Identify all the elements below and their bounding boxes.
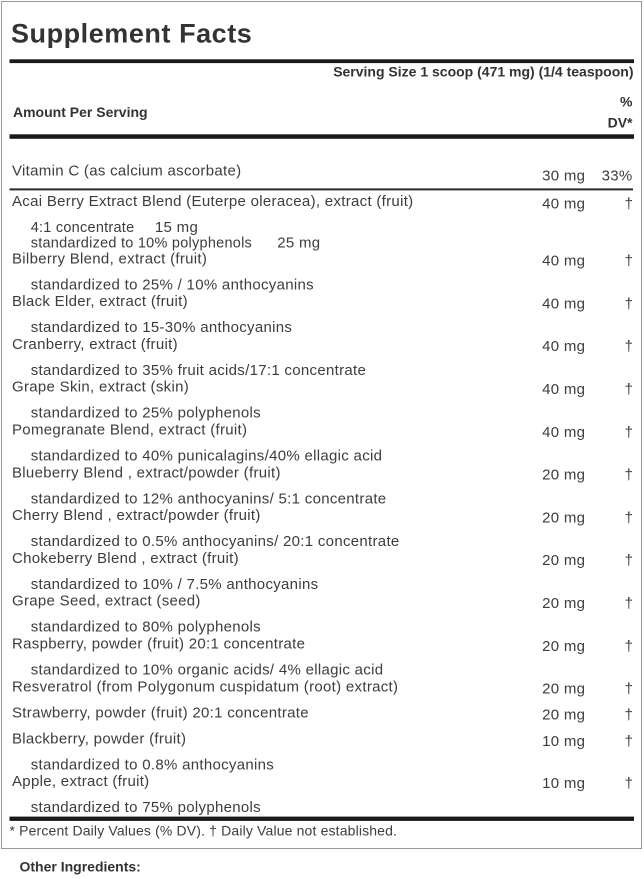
svg-text:†: † (625, 509, 633, 526)
svg-text:†: † (625, 707, 633, 724)
svg-text:standardized to 25% polyphenol: standardized to 25% polyphenols (31, 405, 261, 422)
svg-text:Cranberry, extract (fruit): Cranberry, extract (fruit) (12, 336, 178, 353)
svg-text:40 mg: 40 mg (542, 424, 585, 441)
svg-text:Chokeberry Blend , extract (fr: Chokeberry Blend , extract (fruit) (12, 550, 239, 567)
svg-text:standardized to 15-30% anthocy: standardized to 15-30% anthocyanins (31, 319, 293, 336)
svg-text:20 mg: 20 mg (542, 681, 585, 698)
svg-text:10 mg: 10 mg (542, 733, 585, 750)
svg-text:standardized to 75% polyphenol: standardized to 75% polyphenols (31, 799, 261, 816)
svg-text:20 mg: 20 mg (542, 552, 585, 569)
svg-text:Amount Per Serving: Amount Per Serving (13, 104, 148, 120)
svg-text:%: % (620, 93, 633, 109)
svg-text:Acai Berry Extract Blend (Eute: Acai Berry Extract Blend (Euterpe olerac… (12, 193, 413, 210)
svg-text:†: † (625, 424, 633, 441)
svg-text:Supplement Facts: Supplement Facts (11, 18, 252, 48)
svg-text:40 mg: 40 mg (542, 338, 585, 355)
svg-text:Apple, extract (fruit): Apple, extract (fruit) (12, 773, 149, 790)
svg-text:Serving Size 1 scoop (471 mg): Serving Size 1 scoop (471 mg) (1/4 teasp… (333, 63, 633, 79)
svg-text:†: † (625, 253, 633, 270)
svg-text:standardized to 10% / 7.5% ant: standardized to 10% / 7.5% anthocyanins (31, 576, 319, 593)
svg-text:standardized to 10% polyphenol: standardized to 10% polyphenols (31, 236, 252, 252)
svg-text:15 mg: 15 mg (155, 219, 198, 236)
svg-text:Raspberry, powder (fruit) 20:1: Raspberry, powder (fruit) 20:1 concentra… (12, 636, 305, 653)
svg-text:standardized to 10% organic ac: standardized to 10% organic acids/ 4% el… (31, 662, 384, 679)
svg-text:†: † (625, 295, 633, 312)
svg-text:Resveratrol (from Polygonum cu: Resveratrol (from Polygonum cuspidatum (… (12, 678, 398, 695)
svg-text:4:1 concentrate: 4:1 concentrate (31, 220, 135, 236)
svg-text:Blackberry, powder (fruit): Blackberry, powder (fruit) (12, 731, 186, 748)
svg-text:Bilberry Blend, extract (fruit: Bilberry Blend, extract (fruit) (12, 250, 207, 267)
svg-text:standardized to 40% punicalagi: standardized to 40% punicalagins/40% ell… (31, 448, 383, 465)
svg-text:†: † (625, 338, 633, 355)
svg-text:†: † (625, 467, 633, 484)
svg-text:25 mg: 25 mg (277, 235, 320, 252)
svg-text:20 mg: 20 mg (542, 707, 585, 724)
svg-text:30 mg: 30 mg (542, 168, 585, 185)
svg-text:Cherry Blend , extract/powder: Cherry Blend , extract/powder (fruit) (12, 507, 261, 524)
svg-text:40 mg: 40 mg (542, 295, 585, 312)
svg-text:†: † (625, 733, 633, 750)
svg-text:Vitamin C (as calcium ascorbat: Vitamin C (as calcium ascorbate) (12, 162, 241, 179)
svg-text:20 mg: 20 mg (542, 467, 585, 484)
svg-text:†: † (625, 638, 633, 655)
svg-text:20 mg: 20 mg (542, 595, 585, 612)
svg-text:standardized to 25% / 10% anth: standardized to 25% / 10% anthocyanins (31, 276, 314, 293)
svg-text:Strawberry, powder (fruit) 20:: Strawberry, powder (fruit) 20:1 concentr… (12, 704, 309, 721)
svg-text:40 mg: 40 mg (542, 381, 585, 398)
svg-text:†: † (625, 195, 633, 212)
svg-text:†: † (625, 552, 633, 569)
svg-text:standardized to 35% fruit acid: standardized to 35% fruit acids/17:1 con… (31, 362, 366, 379)
svg-text:†: † (625, 595, 633, 612)
svg-text:40 mg: 40 mg (542, 195, 585, 212)
svg-text:20 mg: 20 mg (542, 509, 585, 526)
svg-text:†: † (625, 681, 633, 698)
svg-text:Blueberry Blend , extract/powd: Blueberry Blend , extract/powder (fruit) (12, 464, 281, 481)
svg-text:†: † (625, 381, 633, 398)
svg-text:Other Ingredients:: Other Ingredients: (20, 859, 141, 875)
svg-text:Grape Seed, extract (seed): Grape Seed, extract (seed) (12, 593, 201, 610)
svg-text:Pomegranate Blend, extract (fr: Pomegranate Blend, extract (fruit) (12, 422, 247, 439)
svg-text:* Percent Daily Values (% DV).: * Percent Daily Values (% DV). † Daily V… (10, 823, 398, 839)
svg-text:standardized to 12% anthocyani: standardized to 12% anthocyanins/ 5:1 co… (31, 490, 387, 507)
svg-text:standardized to 0.8% anthocyan: standardized to 0.8% anthocyanins (31, 757, 274, 774)
svg-text:Black Elder, extract (fruit): Black Elder, extract (fruit) (12, 293, 188, 310)
svg-text:standardized to 0.5% anthocyan: standardized to 0.5% anthocyanins/ 20:1 … (31, 533, 400, 550)
svg-text:standardized to 80% polyphenol: standardized to 80% polyphenols (31, 619, 261, 636)
svg-text:Grape Skin, extract (skin): Grape Skin, extract (skin) (12, 379, 189, 396)
svg-text:33%: 33% (602, 168, 633, 185)
svg-text:10 mg: 10 mg (542, 775, 585, 792)
svg-text:20 mg: 20 mg (542, 638, 585, 655)
svg-text:DV*: DV* (608, 115, 633, 131)
svg-text:†: † (625, 775, 633, 792)
svg-text:40 mg: 40 mg (542, 253, 585, 270)
